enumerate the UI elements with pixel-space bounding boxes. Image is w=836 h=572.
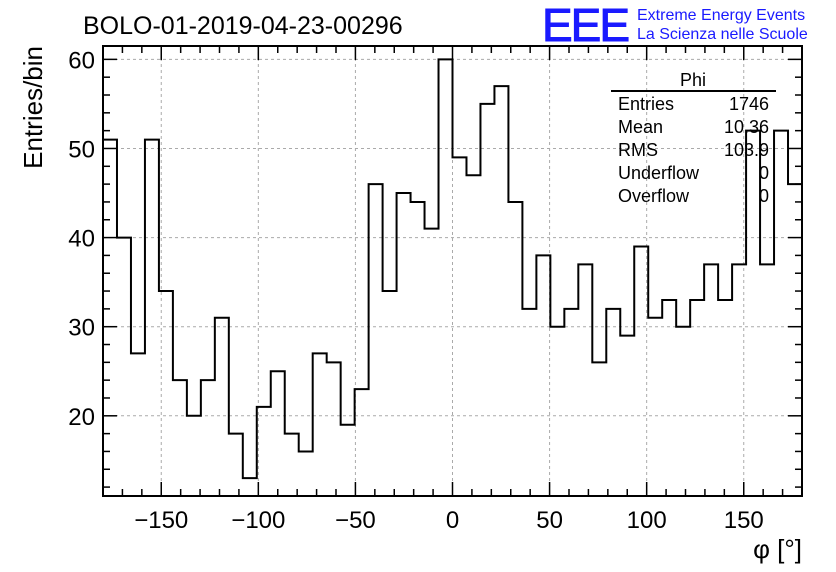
stats-label: Mean [618,117,663,137]
stats-value: 1746 [729,94,769,114]
y-tick-label: 30 [68,315,95,342]
stats-box: Phi Entries 1746 Mean 10.36 RMS 103.9 Underflo… [611,70,776,206]
y-tick-label: 40 [68,226,95,253]
stats-value: 10.36 [724,117,769,137]
x-tick-label: −150 [134,507,188,534]
stats-value: 103.9 [724,140,769,160]
stats-label: Underflow [618,163,700,183]
axis-ticks: −150 −100 −50 0 50 100 150 20 30 40 50 60 [68,46,803,534]
x-tick-label: 0 [446,507,459,534]
x-tick-label: −50 [335,507,376,534]
histogram-series-line [102,58,803,496]
y-tick-label: 20 [68,404,95,431]
x-tick-label: 100 [627,507,667,534]
y-axis-label: Entries/bin [18,46,48,169]
x-axis-label: φ [°] [753,534,802,564]
x-tick-label: 50 [536,507,563,534]
y-tick-label: 60 [68,47,95,74]
x-tick-label: −100 [231,507,285,534]
stats-label: RMS [618,140,658,160]
stats-value: 0 [759,163,769,183]
eee-logo: EEE [542,0,628,51]
logo-caption-line2: La Scienza nelle Scuole [637,26,808,43]
stats-value: 0 [759,186,769,206]
stats-label: Entries [618,94,674,114]
stats-title: Phi [680,70,706,90]
logo-caption-line1: Extreme Energy Events [637,7,805,24]
x-tick-label: 150 [724,507,764,534]
run-title: BOLO-01-2019-04-23-00296 [83,12,403,40]
y-tick-label: 50 [68,136,95,163]
stats-label: Overflow [618,186,690,206]
